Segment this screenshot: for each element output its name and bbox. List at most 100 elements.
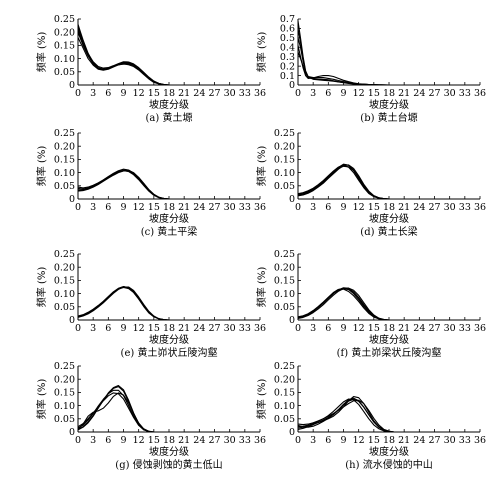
y-tick-label: 0.20	[54, 141, 75, 152]
y-tick-label: 0.25	[274, 128, 295, 139]
y-axis-label: 频率 (%)	[255, 379, 268, 420]
x-tick-label: 3	[310, 323, 316, 334]
y-tick-label: 0	[289, 80, 295, 91]
x-tick-label: 24	[193, 435, 205, 446]
series-line-1	[77, 286, 170, 321]
x-tick-label: 24	[413, 202, 425, 213]
series-line-4	[297, 164, 390, 200]
x-tick-label: 12	[353, 435, 365, 446]
series-line-2	[77, 389, 154, 433]
panel-caption: (e) 黄土峁状丘陵沟壑	[121, 346, 218, 359]
x-tick-label: 3	[90, 88, 96, 99]
y-tick-label: 0.5	[280, 33, 295, 44]
x-axis-label: 坡度分级	[149, 333, 189, 346]
x-tick-label: 12	[133, 202, 145, 213]
x-tick-label: 0	[75, 435, 81, 446]
x-tick-label: 6	[105, 202, 111, 213]
y-axis-label: 频率 (%)	[255, 32, 268, 73]
x-tick-label: 6	[325, 323, 331, 334]
y-tick-label: 0.1	[280, 71, 295, 82]
x-tick-label: 9	[340, 202, 346, 213]
y-tick-label: 0.10	[274, 168, 295, 179]
x-tick-label: 27	[208, 323, 220, 334]
x-tick-label: 18	[163, 323, 175, 334]
chart-panel-h: 0 3 6 9 12 15 18 21 24 27 30 33 3600.050.100.150.200…	[255, 361, 486, 471]
x-tick-label: 9	[120, 202, 126, 213]
y-tick-label: 0.20	[274, 374, 295, 385]
x-tick-label: 33	[459, 323, 471, 334]
x-tick-label: 18	[383, 202, 395, 213]
y-tick-label: 0.05	[274, 302, 295, 313]
x-tick-label: 27	[208, 202, 220, 213]
x-tick-label: 18	[163, 202, 175, 213]
x-tick-label: 18	[163, 435, 175, 446]
y-tick-label: 0.15	[54, 41, 75, 52]
x-tick-label: 12	[133, 88, 145, 99]
x-tick-label: 15	[368, 202, 380, 213]
y-tick-label: 0.05	[54, 414, 75, 425]
x-tick-label: 21	[398, 88, 410, 99]
y-tick-label: 0	[289, 315, 295, 326]
x-tick-label: 3	[90, 202, 96, 213]
chart-panel-c: 0 3 6 9 12 15 18 21 24 27 30 33 3600.050.100.150.200…	[35, 128, 266, 238]
x-tick-label: 27	[428, 435, 440, 446]
x-tick-label: 0	[75, 202, 81, 213]
x-tick-label: 36	[474, 323, 486, 334]
series-line-3	[297, 164, 390, 200]
x-tick-label: 3	[310, 202, 316, 213]
x-tick-label: 12	[133, 435, 145, 446]
x-tick-label: 0	[75, 88, 81, 99]
x-tick-label: 36	[254, 88, 266, 99]
x-tick-label: 33	[239, 323, 251, 334]
x-axis-label: 坡度分级	[149, 445, 189, 458]
series-line-4	[77, 29, 170, 86]
x-tick-label: 24	[413, 323, 425, 334]
x-axis-label: 坡度分级	[369, 212, 409, 225]
x-tick-label: 15	[148, 88, 160, 99]
x-tick-label: 30	[444, 202, 456, 213]
y-axis-label: 频率 (%)	[35, 267, 48, 308]
y-tick-label: 0.3	[280, 52, 295, 63]
series-line-5	[297, 165, 390, 200]
x-tick-label: 33	[459, 88, 471, 99]
x-tick-label: 9	[340, 435, 346, 446]
x-tick-label: 24	[193, 323, 205, 334]
x-tick-label: 27	[428, 323, 440, 334]
y-tick-label: 0.15	[274, 276, 295, 287]
panel-caption: (f) 黄土峁梁状丘陵沟壑	[337, 346, 442, 359]
x-tick-label: 33	[459, 435, 471, 446]
series-line-2	[77, 24, 170, 86]
x-tick-label: 0	[75, 323, 81, 334]
x-tick-label: 18	[383, 88, 395, 99]
y-tick-label: 0.10	[54, 401, 75, 412]
x-tick-label: 12	[353, 323, 365, 334]
x-tick-label: 12	[353, 202, 365, 213]
chart-panel-f: 0 3 6 9 12 15 18 21 24 27 30 33 3600.050.100.150.200…	[255, 249, 486, 359]
y-tick-label: 0.4	[280, 42, 295, 53]
y-tick-label: 0.05	[54, 67, 75, 78]
series-line-2	[77, 285, 170, 321]
x-tick-label: 9	[120, 88, 126, 99]
y-tick-label: 0.05	[54, 302, 75, 313]
x-tick-label: 30	[444, 323, 456, 334]
x-tick-label: 36	[474, 202, 486, 213]
x-tick-label: 15	[148, 202, 160, 213]
series-line-5	[77, 26, 170, 86]
chart-panel-a: 0 3 6 9 12 15 18 21 24 27 30 33 3600.050.100.150.200…	[35, 14, 266, 124]
x-tick-label: 6	[325, 202, 331, 213]
x-tick-label: 6	[105, 435, 111, 446]
x-tick-label: 24	[193, 88, 205, 99]
x-tick-label: 27	[208, 88, 220, 99]
y-tick-label: 0.2	[280, 61, 295, 72]
series-line-2	[297, 163, 390, 200]
y-tick-label: 0	[69, 80, 75, 91]
x-axis-label: 坡度分级	[149, 98, 189, 111]
series-line-1	[297, 164, 390, 200]
y-tick-label: 0.15	[54, 388, 75, 399]
y-tick-label: 0.05	[274, 414, 295, 425]
x-axis-label: 坡度分级	[369, 333, 409, 346]
x-tick-label: 30	[444, 435, 456, 446]
y-axis-label: 频率 (%)	[255, 146, 268, 187]
x-tick-label: 30	[444, 88, 456, 99]
